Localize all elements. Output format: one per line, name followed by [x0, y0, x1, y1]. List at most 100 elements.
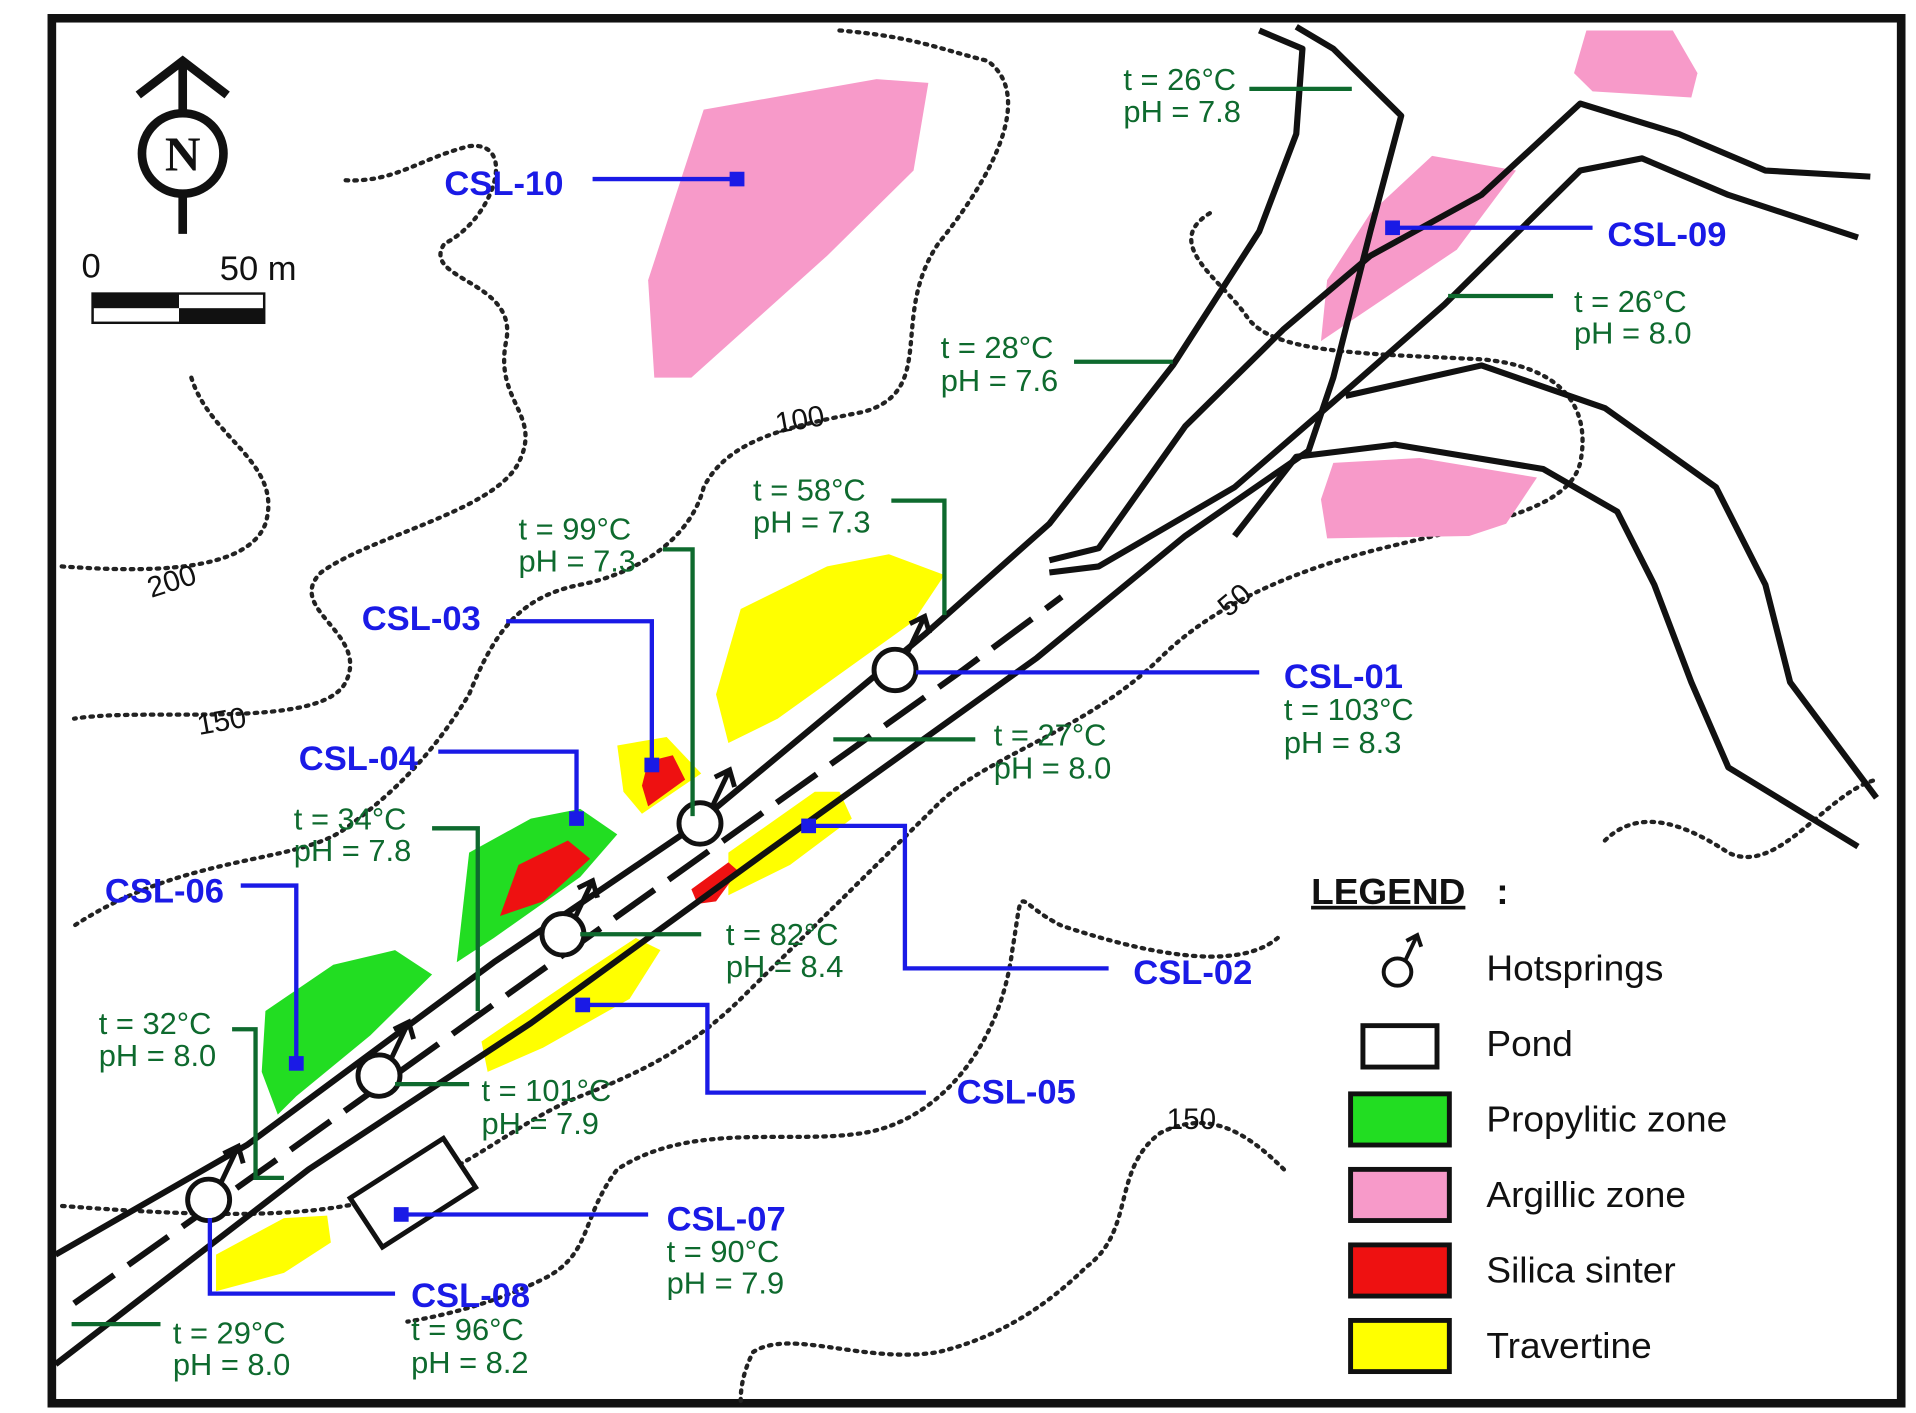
- sample-id: CSL-08: [411, 1277, 530, 1315]
- temperature: t = 26°C: [1574, 285, 1687, 319]
- north-arrow: N: [135, 55, 230, 234]
- leader: [240, 883, 299, 1064]
- stream-bank: [1232, 441, 1860, 850]
- temperature: t = 27°C: [994, 719, 1107, 753]
- sample-point: [575, 997, 591, 1013]
- sample-point: [644, 757, 660, 773]
- sample-id: CSL-01: [1284, 658, 1403, 696]
- scale-segment: [92, 293, 180, 309]
- contour-line: [59, 211, 1585, 1217]
- scale-bar: 0 50 m: [81, 248, 297, 325]
- north-circle: [137, 109, 228, 198]
- leader: [506, 619, 654, 765]
- sample-leaders: [207, 171, 1593, 1296]
- legend-title: LEGEND: [1311, 871, 1465, 912]
- temperature: t = 28°C: [941, 331, 1054, 365]
- ph: pH = 7.9: [667, 1267, 784, 1301]
- sample-id: CSL-09: [1607, 216, 1726, 254]
- contours: [59, 28, 1879, 1403]
- leader: [891, 498, 947, 616]
- contour-line: [71, 28, 1011, 928]
- ph: pH = 8.3: [1284, 726, 1401, 760]
- legend-label: Propylitic zone: [1486, 1099, 1727, 1140]
- sample-id: CSL-04: [299, 740, 418, 778]
- contour-line: [1602, 777, 1879, 860]
- contour-line: [71, 143, 528, 721]
- sample-point: [393, 1207, 409, 1222]
- travertine: [728, 791, 852, 896]
- legend: LEGEND : Hotsprings Pond Propylitic zone…: [1311, 871, 1727, 1375]
- sample-point: [569, 811, 584, 826]
- leader: [232, 1027, 284, 1181]
- leader: [207, 1218, 396, 1296]
- travertine: [716, 554, 945, 744]
- temperature: t = 101°C: [481, 1074, 611, 1108]
- legend-label: Silica sinter: [1486, 1250, 1675, 1291]
- north-label: N: [165, 127, 201, 182]
- leader: [438, 749, 579, 819]
- stream-bank: [1344, 362, 1879, 800]
- silica-sinter: [691, 862, 739, 904]
- ph: pH = 8.0: [994, 752, 1111, 786]
- temperature: t = 96°C: [411, 1313, 524, 1347]
- zones: [216, 30, 1698, 1292]
- scale-segment: [179, 308, 265, 323]
- ph: pH = 8.2: [411, 1346, 528, 1380]
- hotsprings: [185, 612, 932, 1223]
- hotspring: [355, 1018, 416, 1099]
- legend-symbol: [1348, 1091, 1452, 1148]
- leader: [662, 547, 695, 817]
- leader: [582, 1002, 926, 1095]
- hotspring: [676, 766, 737, 847]
- ph: pH = 7.6: [941, 364, 1058, 398]
- legend-symbol: [1381, 932, 1424, 988]
- legend-symbol: [1348, 1242, 1452, 1299]
- legend-label: Argillic zone: [1486, 1174, 1686, 1215]
- ph: pH = 8.0: [1574, 317, 1691, 351]
- temperature: t = 103°C: [1284, 693, 1414, 727]
- sample-point: [1385, 220, 1400, 236]
- argillic-zone: [648, 79, 929, 378]
- silica-sinter: [499, 840, 591, 917]
- road-center: [72, 594, 1064, 1306]
- temperature: t = 32°C: [99, 1007, 212, 1041]
- frame: [47, 14, 1906, 1408]
- sample-id: CSL-06: [105, 873, 224, 911]
- measurement-leaders: [71, 86, 1554, 1327]
- ph: pH = 7.8: [294, 834, 411, 868]
- travertine: [216, 1215, 331, 1292]
- stream-bank: [1048, 155, 1859, 576]
- sample-id: CSL-10: [444, 165, 563, 203]
- sample-id: CSL-03: [362, 600, 481, 638]
- legend-symbol: [1348, 1317, 1452, 1375]
- ph: pH = 7.3: [753, 505, 870, 539]
- scale-label: 50 m: [220, 250, 297, 288]
- legend-label: Travertine: [1486, 1325, 1651, 1366]
- legend-symbol: [1348, 1166, 1452, 1223]
- contour-label: 150: [1167, 1103, 1216, 1136]
- travertine: [481, 937, 661, 1072]
- temperature: t = 29°C: [173, 1317, 286, 1351]
- ph: pH = 8.0: [99, 1039, 216, 1073]
- sample-id: CSL-02: [1133, 954, 1252, 992]
- argillic-zone: [1574, 30, 1698, 98]
- leader: [432, 826, 480, 1012]
- legend-symbol: [1360, 1023, 1440, 1070]
- temperature: t = 58°C: [753, 474, 866, 508]
- sample-points: [288, 171, 1400, 1222]
- propylitic-zone: [261, 950, 433, 1115]
- ph: pH = 8.0: [173, 1348, 290, 1382]
- temperature: t = 82°C: [726, 918, 839, 952]
- hotspring: [871, 612, 932, 694]
- temperature: t = 26°C: [1123, 63, 1236, 97]
- ph: pH = 8.4: [726, 950, 843, 984]
- road-line: [53, 24, 1405, 1367]
- legend-label: Hotsprings: [1486, 948, 1663, 989]
- temperature: t = 34°C: [294, 803, 407, 837]
- temperature: t = 99°C: [519, 513, 632, 547]
- sample-point: [801, 818, 817, 834]
- ph: pH = 7.8: [1123, 95, 1240, 129]
- sample-id: CSL-07: [667, 1200, 786, 1238]
- legend-separator: :: [1496, 871, 1508, 912]
